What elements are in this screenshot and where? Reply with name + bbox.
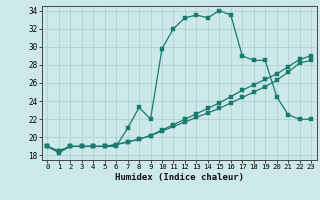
X-axis label: Humidex (Indice chaleur): Humidex (Indice chaleur) [115,173,244,182]
